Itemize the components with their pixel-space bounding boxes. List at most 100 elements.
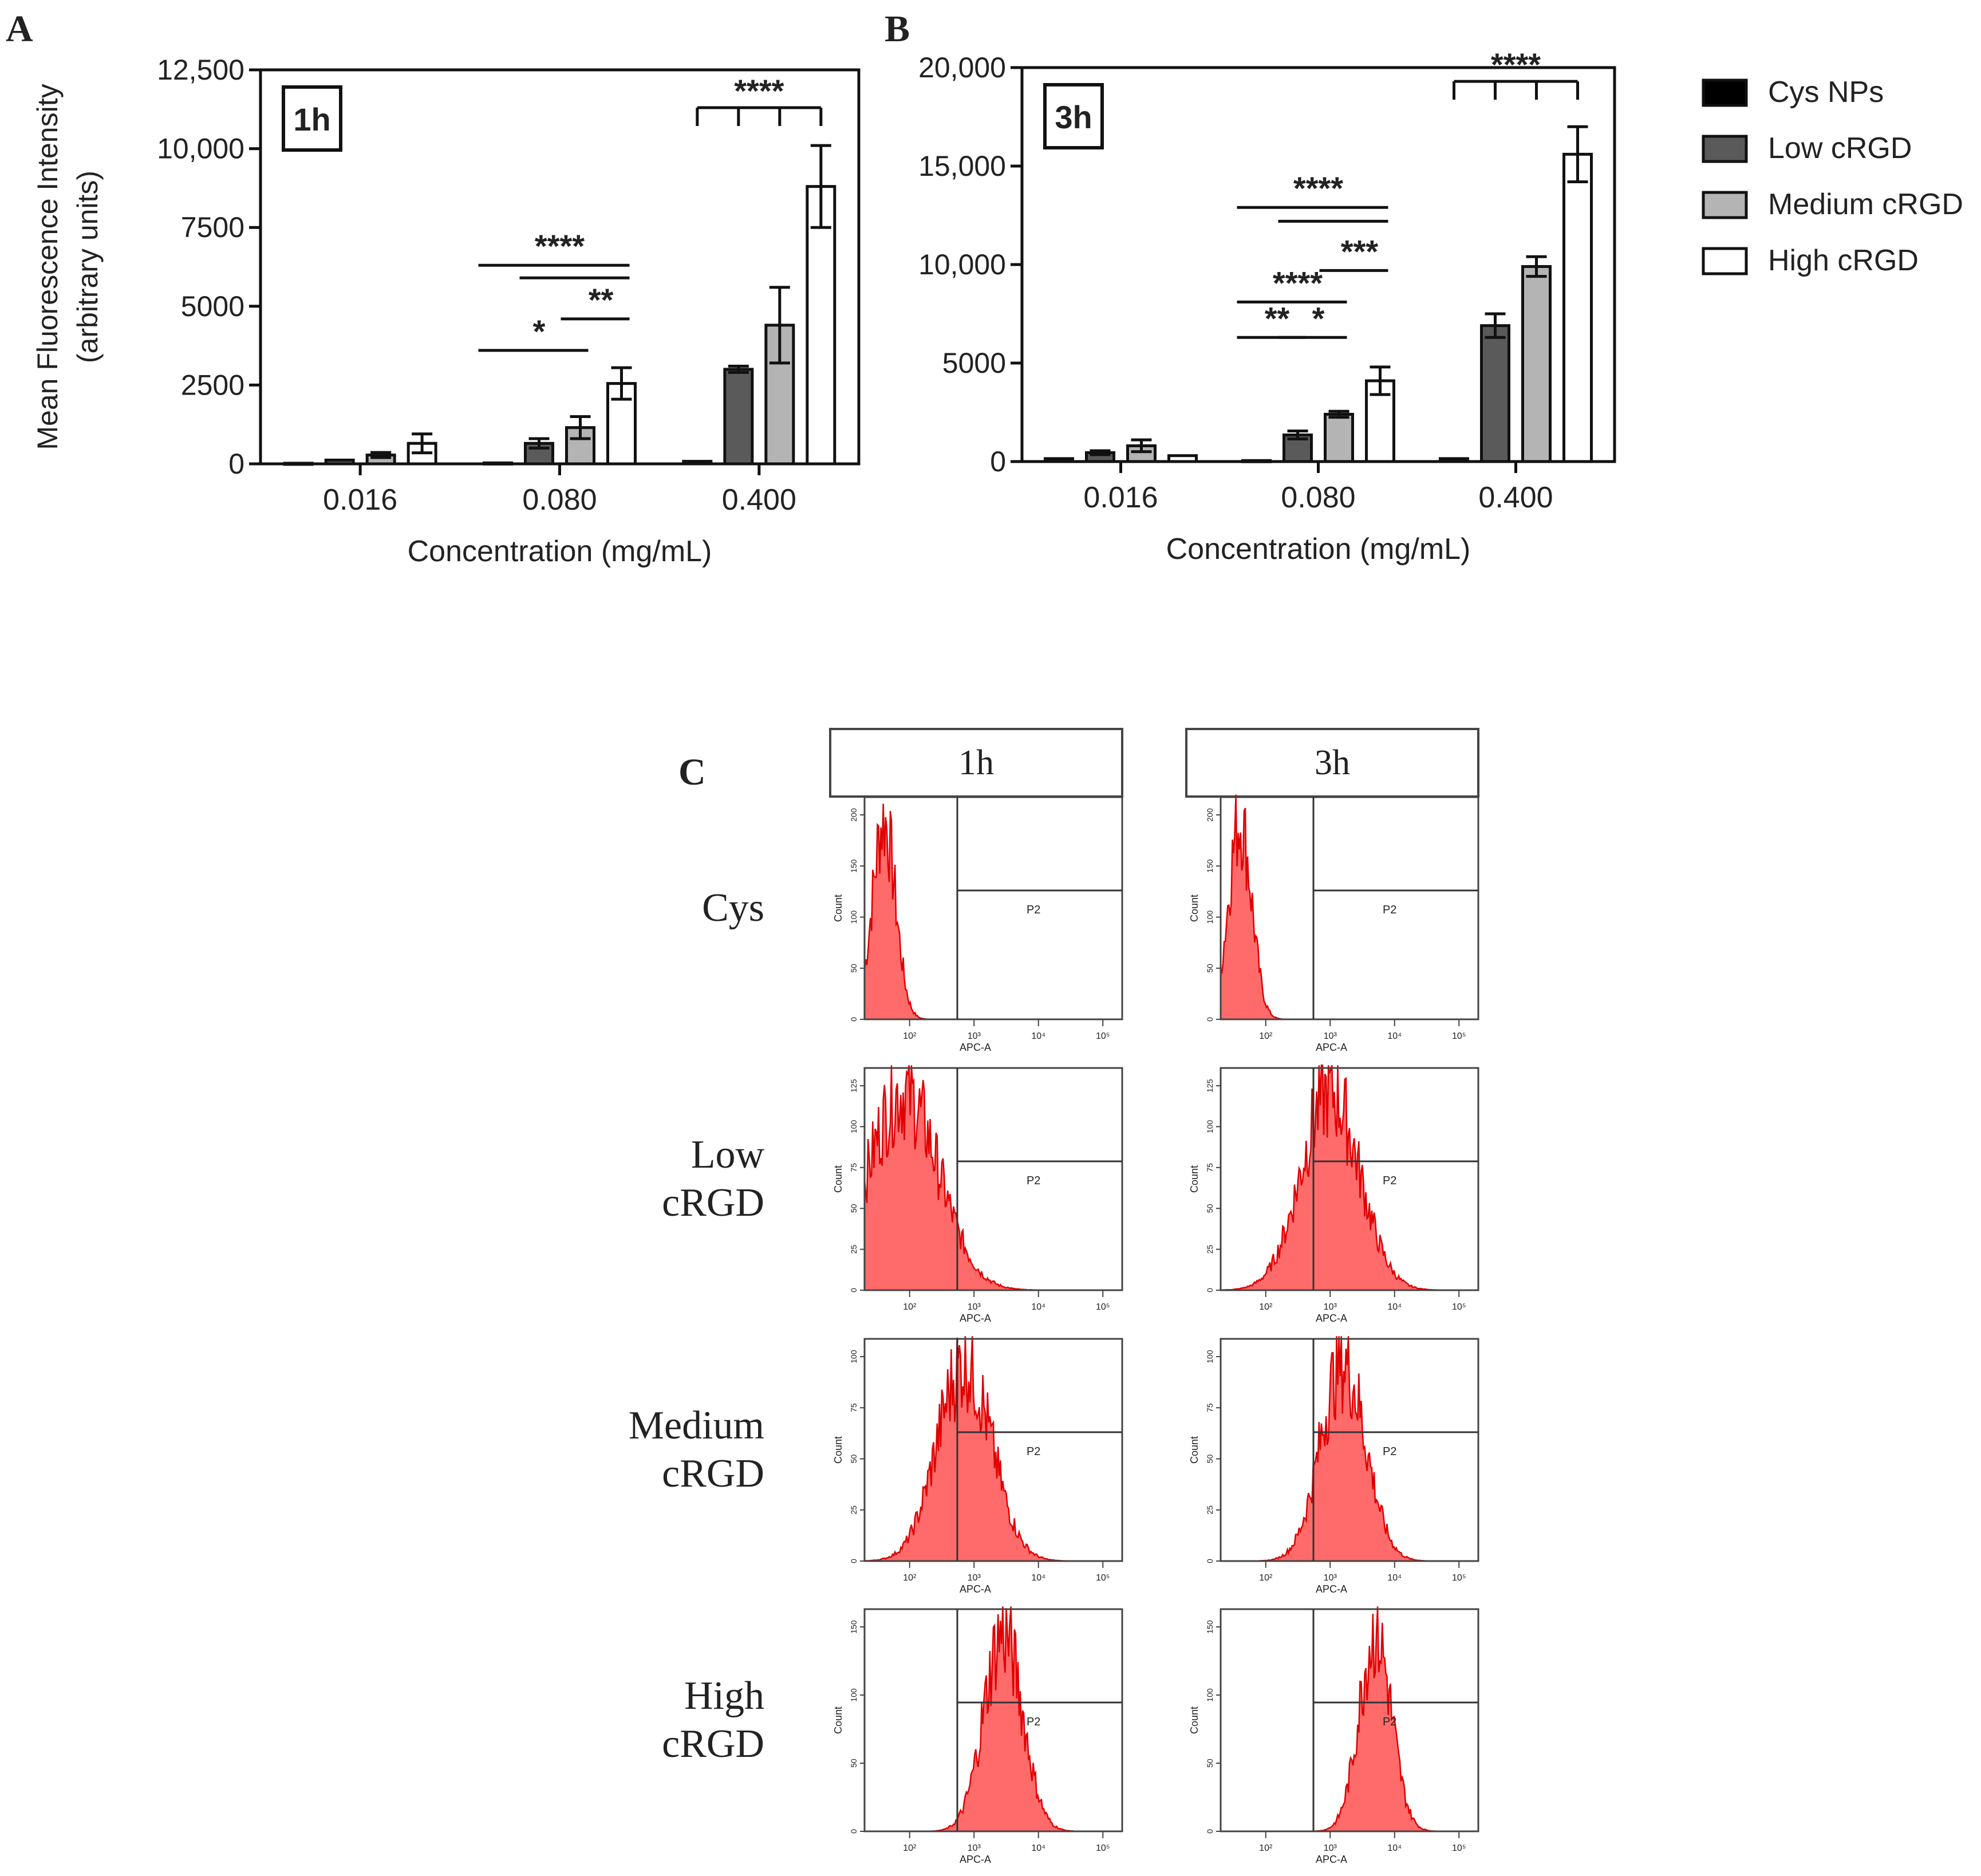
hist-y-tick-label: 150 bbox=[849, 1620, 858, 1634]
histogram-frame bbox=[1220, 1608, 1479, 1832]
hist-y-tick-label: 50 bbox=[849, 1759, 858, 1768]
bar-cys-nps bbox=[1044, 457, 1074, 463]
histogram-fill bbox=[863, 1336, 1122, 1562]
hist-y-tick-label: 200 bbox=[1205, 808, 1214, 822]
hist-y-axis-label: Count bbox=[1189, 1165, 1200, 1193]
row-label: High bbox=[684, 1674, 764, 1718]
y-tick-label: 12,500 bbox=[157, 54, 244, 86]
hist-y-tick-label: 150 bbox=[1205, 1620, 1214, 1634]
hist-x-tick-label: 10⁵ bbox=[1452, 1031, 1466, 1041]
significance-label: **** bbox=[1491, 46, 1541, 82]
hist-y-tick-label: 50 bbox=[849, 1455, 858, 1464]
hist-y-tick-label: 0 bbox=[849, 1559, 858, 1563]
legend-label: Medium cRGD bbox=[1768, 188, 1963, 221]
hist-x-tick-label: 10⁴ bbox=[1387, 1843, 1402, 1853]
hist-y-tick-label: 50 bbox=[849, 964, 858, 973]
gate-label: P2 bbox=[1383, 1175, 1396, 1187]
hist-x-tick-label: 10⁵ bbox=[1452, 1573, 1466, 1583]
legend-swatch bbox=[1702, 78, 1748, 107]
time-label: 3h bbox=[1055, 99, 1092, 135]
hist-y-tick-label: 25 bbox=[849, 1505, 858, 1515]
column-header-box bbox=[829, 728, 1123, 798]
bar-cys-nps bbox=[283, 462, 314, 466]
histogram-fill bbox=[1220, 1065, 1478, 1291]
hist-y-axis-label: Count bbox=[832, 1436, 844, 1464]
hist-x-tick-label: 10² bbox=[1259, 1302, 1273, 1312]
y-tick-label: 10,000 bbox=[918, 249, 1006, 281]
bar-high-crgd bbox=[1167, 454, 1198, 463]
hist-x-tick-label: 10⁴ bbox=[1031, 1302, 1045, 1312]
significance-label: **** bbox=[1293, 170, 1343, 206]
hist-y-tick-label: 50 bbox=[849, 1204, 858, 1213]
x-axis-label: Concentration (mg/mL) bbox=[408, 535, 712, 568]
time-label: 1h bbox=[293, 101, 330, 137]
y-tick-label: 5000 bbox=[942, 347, 1006, 379]
column-header-box bbox=[1185, 728, 1479, 798]
histogram-frame bbox=[863, 1608, 1123, 1832]
hist-y-tick-label: 150 bbox=[1205, 859, 1214, 873]
hist-y-axis-label: Count bbox=[1189, 1436, 1200, 1464]
hist-x-tick-label: 10³ bbox=[1324, 1031, 1337, 1041]
hist-x-axis-label: APC-A bbox=[1316, 1313, 1347, 1324]
hist-x-tick-label: 10⁴ bbox=[1387, 1302, 1402, 1312]
hist-y-tick-label: 75 bbox=[849, 1403, 858, 1412]
hist-y-tick-label: 50 bbox=[1205, 1455, 1214, 1464]
hist-y-tick-label: 50 bbox=[1205, 964, 1214, 973]
bar-medium-crgd bbox=[1324, 412, 1354, 463]
hist-y-tick-label: 200 bbox=[849, 808, 858, 822]
y-tick-label: 7500 bbox=[181, 211, 244, 243]
legend-swatch bbox=[1702, 135, 1748, 163]
histogram-frame bbox=[863, 1067, 1123, 1291]
histogram-frame bbox=[1220, 1338, 1479, 1562]
hist-y-axis-label: Count bbox=[1189, 1706, 1200, 1734]
histogram-fill bbox=[863, 803, 1122, 1020]
column-header-label: 1h bbox=[958, 743, 994, 782]
bar-chart-1h: 0 2500 5000 7500 10,000 12,500 1h 0.016 0.080 0.4… bbox=[31, 54, 861, 568]
y-axis-label: (arbitrary units) bbox=[72, 171, 104, 363]
x-axis-label: Concentration (mg/mL) bbox=[1166, 533, 1471, 566]
significance-label: ** bbox=[589, 282, 614, 318]
hist-y-tick-label: 100 bbox=[1205, 1688, 1214, 1702]
histogram-fill bbox=[1220, 794, 1478, 1020]
hist-x-tick-label: 10⁴ bbox=[1031, 1573, 1045, 1583]
legend-label: Low cRGD bbox=[1768, 132, 1912, 165]
hist-y-tick-label: 25 bbox=[1205, 1505, 1214, 1515]
panel-label-b: B bbox=[885, 8, 910, 50]
hist-x-axis-label: APC-A bbox=[960, 1042, 991, 1053]
panel-label-a: A bbox=[6, 8, 33, 50]
hist-x-tick-label: 10² bbox=[1259, 1843, 1273, 1853]
x-tick-label: 0.400 bbox=[722, 483, 796, 517]
hist-x-tick-label: 10³ bbox=[968, 1573, 981, 1583]
hist-y-tick-label: 0 bbox=[849, 1829, 858, 1834]
column-header-label: 3h bbox=[1315, 743, 1350, 782]
hist-y-axis-label: Count bbox=[832, 1706, 844, 1734]
hist-y-tick-label: 75 bbox=[1205, 1403, 1214, 1412]
hist-x-axis-label: APC-A bbox=[960, 1313, 991, 1324]
hist-x-tick-label: 10³ bbox=[968, 1031, 981, 1041]
hist-x-tick-label: 10⁴ bbox=[1031, 1843, 1045, 1853]
y-axis-label: Mean Fluorescence Intensity bbox=[31, 84, 64, 450]
hist-y-tick-label: 25 bbox=[849, 1245, 858, 1254]
hist-x-tick-label: 10³ bbox=[1324, 1302, 1337, 1312]
hist-y-tick-label: 100 bbox=[849, 1120, 858, 1134]
time-box bbox=[1043, 83, 1104, 149]
significance-label: *** bbox=[1341, 233, 1379, 269]
hist-x-axis-label: APC-A bbox=[1316, 1042, 1347, 1053]
histogram-fill bbox=[1221, 1606, 1478, 1832]
significance-label: * bbox=[533, 313, 546, 349]
hist-x-axis-label: APC-A bbox=[1316, 1854, 1347, 1865]
hist-y-tick-label: 0 bbox=[1205, 1017, 1214, 1022]
hist-y-tick-label: 75 bbox=[849, 1163, 858, 1172]
bar-cys-nps bbox=[483, 461, 513, 466]
hist-y-tick-label: 100 bbox=[1205, 1350, 1214, 1363]
row-label: Medium bbox=[629, 1404, 764, 1448]
panel-label-c: C bbox=[678, 751, 706, 793]
y-tick-label: 0 bbox=[228, 448, 244, 480]
x-tick-label: 0.016 bbox=[1083, 481, 1158, 514]
hist-y-tick-label: 75 bbox=[1205, 1163, 1214, 1172]
hist-y-tick-label: 100 bbox=[849, 1688, 858, 1702]
hist-x-axis-label: APC-A bbox=[1316, 1583, 1347, 1595]
hist-y-tick-label: 0 bbox=[1205, 1288, 1214, 1292]
hist-y-tick-label: 0 bbox=[1205, 1559, 1214, 1563]
y-tick-label: 20,000 bbox=[918, 52, 1006, 84]
